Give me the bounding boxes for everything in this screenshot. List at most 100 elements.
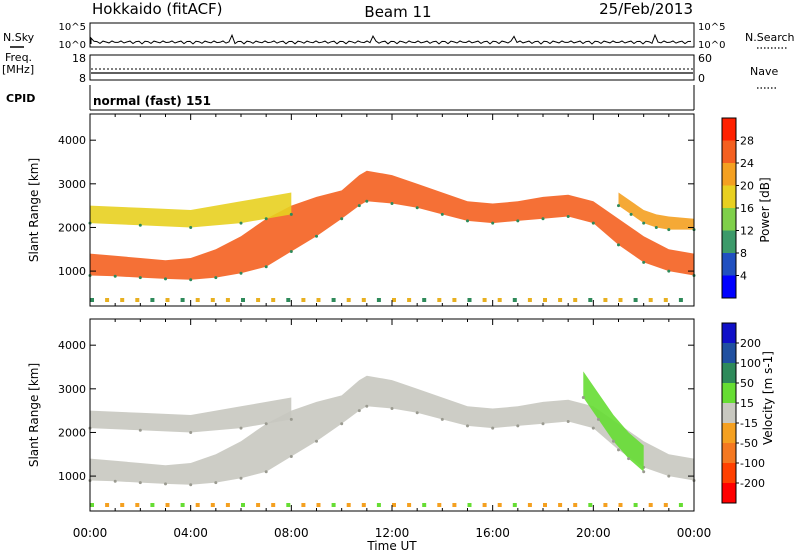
power-panel-clutter bbox=[271, 298, 276, 302]
power-panel-band-0-edge-19 bbox=[541, 217, 545, 221]
power-panel-band-0-edge-13 bbox=[390, 202, 394, 205]
nsky-series bbox=[90, 33, 692, 45]
velocity-panel-band-2-edge-4 bbox=[642, 470, 646, 474]
velocity-panel-clutter bbox=[180, 503, 185, 507]
power-panel-band-1-edge-3 bbox=[239, 221, 243, 225]
velocity-panel-clutter bbox=[452, 503, 457, 507]
power-panel-band-0-edge-6 bbox=[239, 271, 243, 275]
velocity-panel-clutter bbox=[497, 503, 502, 507]
colorbar-tick-label: -100 bbox=[740, 457, 765, 470]
colorbar-tick-label: 15 bbox=[740, 397, 754, 410]
nsky-panel bbox=[89, 22, 695, 48]
power-panel-clutter bbox=[256, 298, 261, 302]
velocity-panel-clutter bbox=[392, 503, 396, 507]
x-tick-label: 00:00 bbox=[677, 526, 712, 540]
velocity-ylabel: Slant Range [km] bbox=[27, 363, 41, 467]
velocity-panel-clutter bbox=[331, 503, 336, 507]
colorbar-swatch bbox=[722, 208, 736, 231]
velocity-panel-clutter bbox=[90, 503, 94, 507]
velocity-panel-clutter bbox=[422, 503, 427, 507]
power-panel-clutter bbox=[165, 298, 170, 302]
colorbar-swatch bbox=[722, 230, 736, 254]
power-panel-band-0-edge-7 bbox=[264, 265, 268, 269]
velocity-panel-band-2 bbox=[583, 371, 644, 472]
nsearch-label: N.Search bbox=[745, 31, 795, 44]
power-panel-band-0-edge-14 bbox=[415, 206, 419, 210]
power-panel-clutter bbox=[663, 298, 668, 302]
velocity-axes: 1000 2000 3000 4000 bbox=[58, 319, 695, 511]
velocity-panel-clutter bbox=[316, 503, 321, 507]
power-panel-clutter bbox=[135, 298, 140, 302]
power-panel-band-0-edge-12 bbox=[365, 199, 369, 203]
velocity-panel-clutter bbox=[301, 503, 306, 507]
power-panel-band-0-edge-20 bbox=[566, 215, 570, 218]
velocity-panel-clutter bbox=[648, 503, 653, 507]
velocity-panel-band-0-edge-20 bbox=[566, 420, 570, 423]
power-panel-clutter bbox=[105, 298, 110, 302]
power-panel-clutter bbox=[678, 298, 683, 302]
power-panel-band-0-edge-11 bbox=[357, 204, 361, 208]
velocity-panel-clutter bbox=[165, 503, 170, 507]
power-panel-clutter bbox=[467, 298, 472, 302]
velocity-panel-band-0-edge-3 bbox=[164, 482, 167, 486]
power-panel-band-0-edge-24 bbox=[667, 269, 671, 273]
station-title: Hokkaido (fitACF) bbox=[92, 0, 223, 18]
velocity-panel-band-2-edge-3 bbox=[627, 457, 631, 461]
velocity-panel-band-1-edge-1 bbox=[138, 428, 142, 432]
power-panel-band-2-edge-1 bbox=[629, 212, 633, 216]
colorbar-swatch bbox=[722, 185, 736, 209]
x-tick-label: 04:00 bbox=[173, 526, 208, 540]
power-panel-clutter bbox=[361, 298, 366, 302]
power-panel-clutter bbox=[90, 298, 94, 302]
power-panel-band-0-edge-2 bbox=[138, 276, 142, 280]
colorbar-tick-label: 50 bbox=[740, 377, 754, 390]
power-panel-band-0-edge-18 bbox=[516, 219, 520, 223]
power-panel-band-1 bbox=[90, 192, 292, 228]
velocity-panel-band-0-edge-16 bbox=[466, 424, 469, 428]
colorbar-swatch bbox=[722, 343, 736, 364]
x-tick-label: 00:00 bbox=[73, 526, 108, 540]
velocity-panel-band-0-edge-6 bbox=[239, 476, 243, 480]
power-panel-band-0-edge-23 bbox=[642, 260, 646, 264]
power-panel-band-2-edge-0 bbox=[617, 204, 620, 208]
velocity-panel-band-0-edge-10 bbox=[340, 422, 344, 426]
colorbar-tick-label: -200 bbox=[740, 477, 765, 490]
velocity-panel-clutter bbox=[663, 503, 668, 507]
velocity-panel-clutter bbox=[286, 503, 291, 507]
nsky-tick-top: 10^5 bbox=[59, 22, 86, 33]
power-panel-clutter bbox=[482, 298, 487, 302]
nave-label: Nave bbox=[750, 65, 778, 78]
power-panel-clutter bbox=[543, 298, 547, 302]
colorbar-tick-label: 16 bbox=[740, 202, 754, 215]
velocity-panel-clutter bbox=[618, 503, 623, 507]
velocity-panel-band-0-edge-24 bbox=[667, 474, 671, 478]
freq-tick-top: 18 bbox=[72, 52, 86, 65]
power-panel-band-0-edge-22 bbox=[617, 243, 620, 247]
velocity-panel-clutter bbox=[376, 503, 381, 507]
velocity-panel-clutter bbox=[437, 503, 442, 507]
power-panel-clutter bbox=[286, 298, 291, 302]
power-panel-clutter bbox=[512, 298, 517, 302]
power-panel-band-1-edge-5 bbox=[289, 212, 293, 216]
x-tick-label: 12:00 bbox=[375, 526, 410, 540]
velocity-panel-clutter bbox=[256, 503, 261, 507]
colorbar-swatch bbox=[722, 443, 736, 464]
velocity-panel-band-0-edge-15 bbox=[440, 417, 444, 421]
velocity-panel-band-1-edge-5 bbox=[289, 417, 293, 421]
nsky-tick-bottom: 10^0 bbox=[59, 40, 86, 51]
colorbar-swatch bbox=[722, 403, 736, 424]
power-panel-clutter bbox=[195, 298, 200, 302]
cpid-label: CPID bbox=[6, 92, 35, 105]
velocity-panel-band-0-edge-5 bbox=[214, 481, 218, 485]
colorbar-swatch bbox=[722, 253, 736, 276]
power-axes: 1000 2000 3000 4000 bbox=[58, 114, 695, 306]
velocity-panel-clutter bbox=[512, 503, 517, 507]
power-panel-clutter bbox=[120, 298, 125, 302]
power-panel-band-2-edge-2 bbox=[642, 221, 646, 225]
velocity-panel-clutter bbox=[195, 503, 200, 507]
colorbar-tick-label: 28 bbox=[740, 135, 754, 148]
velocity-colorbar-label: Velocity [m s-1] bbox=[761, 351, 775, 445]
y-tick-label: 1000 bbox=[58, 470, 86, 483]
colorbar-tick-label: 20 bbox=[740, 180, 754, 193]
power-panel-band-2-edge-3 bbox=[654, 226, 658, 229]
